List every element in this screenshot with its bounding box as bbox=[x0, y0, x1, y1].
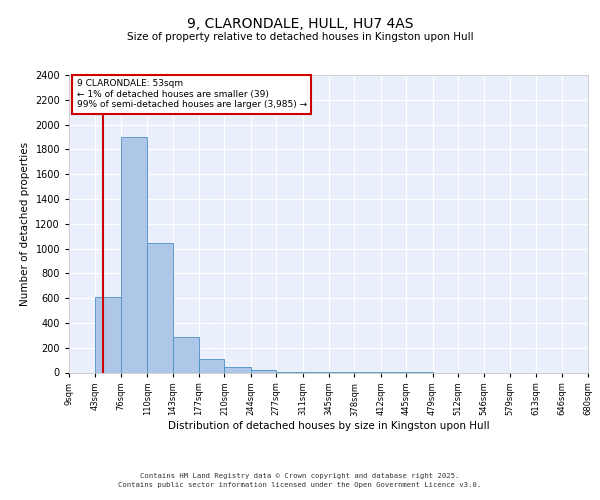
Bar bbox=[121, 137, 147, 372]
Bar bbox=[95, 297, 121, 372]
Bar bbox=[251, 370, 276, 372]
Bar bbox=[224, 368, 251, 372]
Bar bbox=[199, 359, 224, 372]
Text: 9, CLARONDALE, HULL, HU7 4AS: 9, CLARONDALE, HULL, HU7 4AS bbox=[187, 18, 413, 32]
Y-axis label: Number of detached properties: Number of detached properties bbox=[20, 142, 29, 306]
X-axis label: Distribution of detached houses by size in Kingston upon Hull: Distribution of detached houses by size … bbox=[167, 421, 490, 431]
Text: 9 CLARONDALE: 53sqm
← 1% of detached houses are smaller (39)
99% of semi-detache: 9 CLARONDALE: 53sqm ← 1% of detached hou… bbox=[77, 80, 307, 110]
Bar bbox=[173, 336, 199, 372]
Text: Contains HM Land Registry data © Crown copyright and database right 2025.
Contai: Contains HM Land Registry data © Crown c… bbox=[118, 473, 482, 488]
Bar bbox=[147, 243, 173, 372]
Text: Size of property relative to detached houses in Kingston upon Hull: Size of property relative to detached ho… bbox=[127, 32, 473, 42]
